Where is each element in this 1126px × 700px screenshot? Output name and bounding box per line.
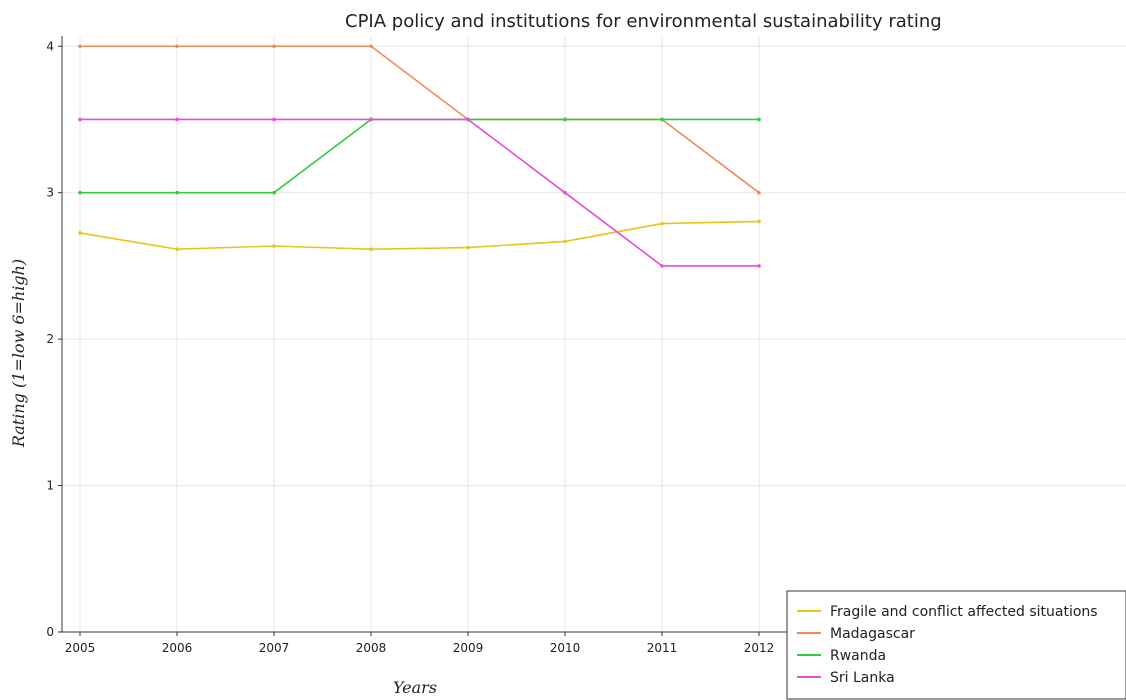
data-point [369, 247, 373, 252]
data-point [563, 239, 567, 244]
data-point [369, 117, 373, 122]
data-point [78, 117, 82, 122]
legend-entry: Rwanda [830, 648, 886, 664]
series-line-sri-lanka [80, 118, 759, 267]
x-tick-label: 2006 [162, 641, 193, 655]
data-point [78, 231, 82, 235]
data-point [272, 244, 276, 248]
data-point [757, 117, 761, 122]
data-point [757, 190, 761, 195]
x-tick-label: 2008 [356, 641, 387, 655]
data-point [563, 190, 567, 195]
data-point [272, 44, 276, 49]
data-point [660, 221, 664, 226]
data-point [272, 190, 276, 195]
legend-entry: Fragile and conflict affected situations [830, 604, 1098, 620]
legend: Fragile and conflict affected situations… [786, 590, 1126, 700]
x-tick-label: 2009 [453, 641, 484, 655]
data-point [78, 44, 82, 49]
data-point [175, 247, 179, 252]
x-tick-label: 2005 [65, 641, 96, 655]
y-tick-label: 3 [46, 186, 54, 200]
y-axis-label: Rating (1=low 6=high) [9, 259, 28, 448]
data-point [78, 190, 82, 195]
legend-box [786, 590, 1126, 700]
data-point [660, 264, 664, 268]
legend-entry: Sri Lanka [830, 670, 895, 686]
legend-entry: Madagascar [830, 626, 915, 642]
y-tick-label: 4 [46, 39, 54, 53]
x-tick-label: 2011 [647, 641, 678, 655]
chart-title: CPIA policy and institutions for environ… [345, 11, 942, 32]
data-point [563, 117, 567, 122]
data-point [466, 245, 470, 250]
data-point [369, 44, 373, 49]
data-point [660, 117, 664, 122]
x-tick-label: 2007 [259, 641, 290, 655]
y-tick-label: 2 [46, 332, 54, 346]
y-tick-label: 1 [46, 479, 54, 493]
x-axis-label: Years [393, 678, 437, 697]
data-point [175, 44, 179, 49]
series-line-rwanda [80, 118, 759, 194]
data-point [757, 219, 761, 224]
data-point [757, 264, 761, 268]
data-point [466, 117, 470, 122]
data-point [175, 117, 179, 122]
x-tick-label: 2012 [744, 641, 775, 655]
data-point [272, 117, 276, 122]
data-point [175, 190, 179, 195]
plot-area: 0 1 2 3 4 2005 2006 2007 2008 2009 2010 2011 2012 [46, 36, 1126, 655]
series-line-fragile-and-conflict-affected-situations [79, 220, 760, 251]
y-tick-label: 0 [46, 625, 54, 639]
x-tick-label: 2010 [550, 641, 581, 655]
